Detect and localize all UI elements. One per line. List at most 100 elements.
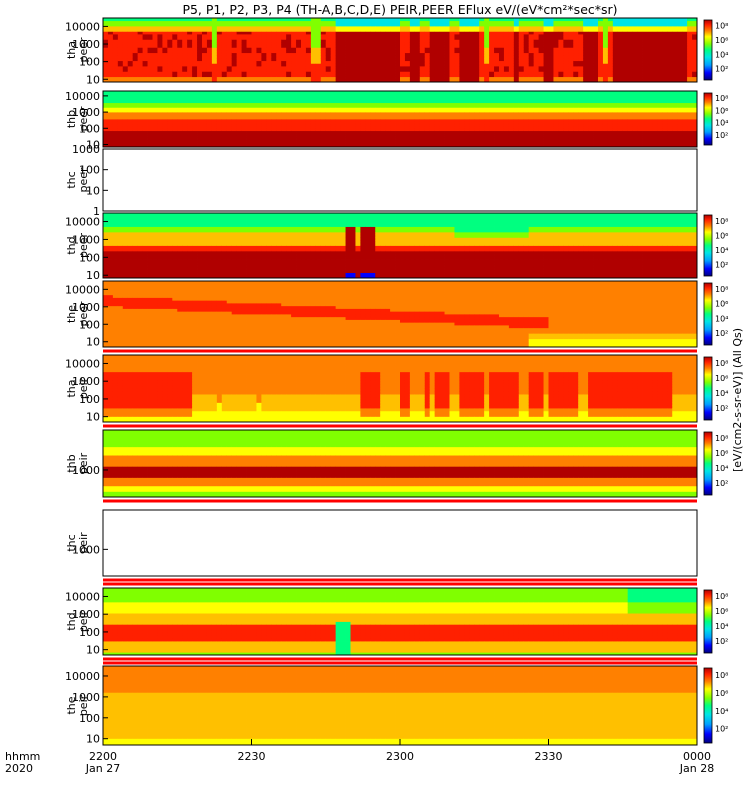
spectrogram-cell <box>608 45 613 48</box>
spectrogram-cell <box>425 140 430 143</box>
spectrogram-cell <box>445 138 450 141</box>
spectrogram-cell <box>385 23 390 26</box>
spectrogram-cell <box>395 71 400 74</box>
spectrogram-cell <box>390 42 395 45</box>
spectrogram-cell <box>162 53 167 56</box>
spectrogram-cell <box>346 63 351 66</box>
spectrogram-cell <box>271 39 276 42</box>
spectrogram-cell <box>153 34 158 37</box>
spectrogram-cell <box>618 66 623 69</box>
spectrogram-cell <box>549 26 554 29</box>
spectrogram-cell <box>197 77 202 80</box>
spectrogram-cell <box>266 128 271 131</box>
spectrogram-cell <box>281 93 286 96</box>
spectrogram-cell <box>360 96 365 99</box>
spectrogram-cell <box>276 37 281 40</box>
spectrogram-cell <box>311 31 316 34</box>
spectrogram-cell <box>286 124 291 127</box>
spectrogram-cell <box>331 42 336 45</box>
spectrogram-cell <box>469 37 474 40</box>
spectrogram-cell <box>395 55 400 58</box>
spectrogram-cell <box>380 55 385 58</box>
spectrogram-cell <box>667 66 672 69</box>
spectrogram-cell <box>479 34 484 37</box>
spectrogram-cell <box>652 45 657 48</box>
spectrogram-cell <box>355 142 360 145</box>
spectrogram-cell <box>400 131 405 134</box>
spectrogram-cell <box>232 105 237 108</box>
spectrogram-cell <box>544 50 549 53</box>
spectrogram-cell <box>395 140 400 143</box>
spectrogram-cell <box>370 93 375 96</box>
spectrogram-cell <box>454 58 459 61</box>
spectrogram-cell <box>593 31 598 34</box>
spectrogram-cell <box>514 124 519 127</box>
spectrogram-cell <box>202 107 207 110</box>
spectrogram-cell <box>534 135 539 138</box>
spectrogram-cell <box>326 39 331 42</box>
spectrogram-cell <box>276 133 281 136</box>
spectrogram-cell <box>603 74 608 77</box>
spectrogram-cell <box>351 66 356 69</box>
spectrogram-cell <box>425 58 430 61</box>
spectrogram-cell <box>162 138 167 141</box>
spectrogram-cell <box>286 77 291 80</box>
spectrogram-cell <box>266 58 271 61</box>
spectrogram-cell <box>509 105 514 108</box>
spectrogram-cell <box>489 53 494 56</box>
spectrogram-cell <box>222 117 227 120</box>
spectrogram-cell <box>519 121 524 124</box>
spectrogram-cell <box>598 31 603 34</box>
spectrogram-cell <box>499 71 504 74</box>
spectrogram-cell <box>484 61 489 64</box>
spectrogram-cell <box>514 140 519 143</box>
spectrogram-cell <box>266 61 271 64</box>
spectrogram-cell <box>261 55 266 58</box>
spectrogram-cell <box>445 26 450 29</box>
spectrogram-cell <box>380 96 385 99</box>
spectrogram-cell <box>192 100 197 103</box>
spectrogram-cell <box>474 23 479 26</box>
spectrogram-cell <box>187 114 192 117</box>
spectrogram-cell <box>113 133 118 136</box>
spectrogram-cell <box>573 66 578 69</box>
spectrogram-cell <box>633 66 638 69</box>
spectrogram-cell <box>360 42 365 45</box>
spectrogram-cell <box>261 124 266 127</box>
spectrogram-cell <box>400 69 405 72</box>
spectrogram-cell <box>623 23 628 26</box>
spectrogram-cell <box>494 119 499 122</box>
spectrogram-cell <box>365 26 370 29</box>
spectrogram-cell <box>271 55 276 58</box>
spectrogram-cell <box>143 135 148 138</box>
spectrogram-cell <box>534 42 539 45</box>
spectrogram-cell <box>514 50 519 53</box>
spectrogram-cell <box>445 105 450 108</box>
spectrogram-cell <box>464 98 469 101</box>
spectrogram-cell <box>133 98 138 101</box>
spectrogram-cell <box>479 140 484 143</box>
spectrogram-cell <box>395 63 400 66</box>
spectrogram-cell <box>192 105 197 108</box>
spectrogram-cell <box>400 105 405 108</box>
spectrogram-cell <box>207 74 212 77</box>
spectrogram-cell <box>603 77 608 80</box>
spectrogram-cell <box>410 142 415 145</box>
spectrogram-cell <box>677 58 682 61</box>
spectrogram-cell <box>400 21 405 24</box>
spectrogram-cell <box>489 114 494 117</box>
spectrogram-cell <box>351 110 356 113</box>
spectrogram-cell <box>494 121 499 124</box>
spectrogram-cell <box>202 74 207 77</box>
spectrogram-cell <box>464 117 469 120</box>
spectrogram-cell <box>370 63 375 66</box>
spectrogram-cell <box>123 142 128 145</box>
spectrogram-cell <box>469 21 474 24</box>
spectrogram-cell <box>643 47 648 50</box>
spectrogram-cell <box>232 21 237 24</box>
spectrogram-cell <box>276 110 281 113</box>
spectrogram-cell <box>157 140 162 143</box>
spectrogram-cell <box>207 93 212 96</box>
spectrogram-cell <box>365 110 370 113</box>
spectrogram-cell <box>445 74 450 77</box>
